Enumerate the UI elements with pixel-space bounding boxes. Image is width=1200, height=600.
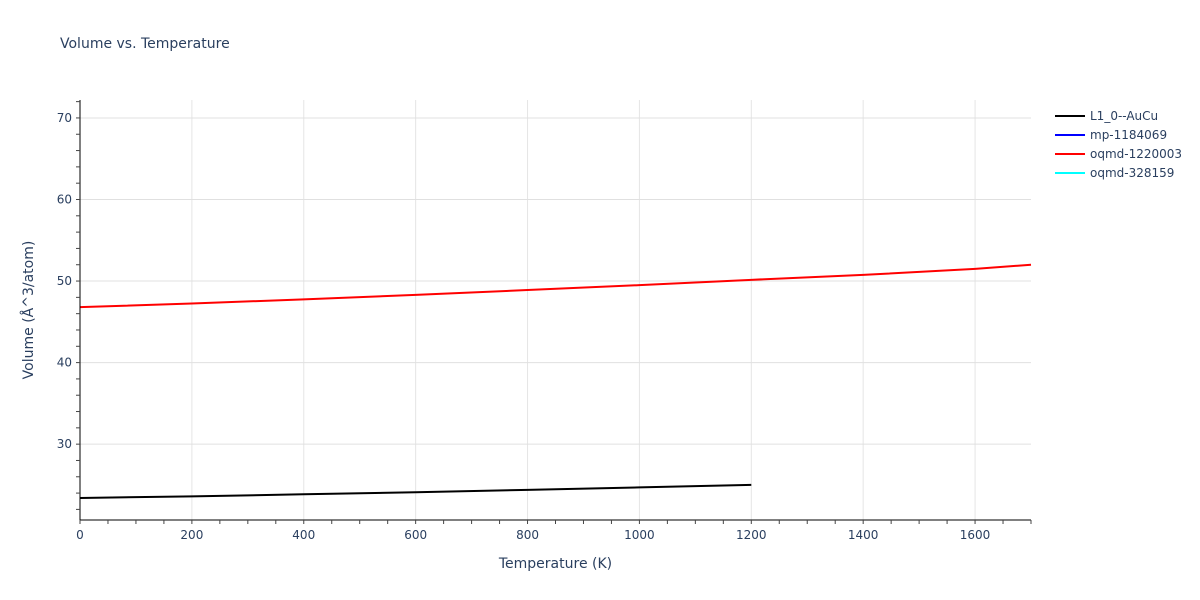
chart-title: Volume vs. Temperature <box>60 36 230 52</box>
y-tick-label: 70 <box>57 111 72 125</box>
x-tick-label: 400 <box>292 528 315 542</box>
legend: L1_0--AuCu mp-1184069 oqmd-1220003 oqmd-328… <box>1055 106 1182 182</box>
y-tick-label: 50 <box>57 274 72 288</box>
x-tick-label: 600 <box>404 528 427 542</box>
legend-item[interactable]: L1_0--AuCu <box>1055 106 1182 125</box>
series-line[interactable] <box>79 483 752 499</box>
legend-item[interactable]: oqmd-1220003 <box>1055 144 1182 163</box>
y-axis-title: Volume (Å^3/atom) <box>20 241 37 380</box>
x-tick-label: 800 <box>516 528 539 542</box>
legend-swatch <box>1055 152 1085 155</box>
x-tick-label: 1000 <box>624 528 655 542</box>
legend-swatch <box>1055 171 1085 174</box>
legend-item[interactable]: mp-1184069 <box>1055 125 1182 144</box>
legend-swatch <box>1055 114 1085 117</box>
y-tick-label: 30 <box>57 437 72 451</box>
series-line[interactable] <box>79 263 1032 309</box>
x-tick-label: 1600 <box>960 528 991 542</box>
x-tick-label: 200 <box>180 528 203 542</box>
legend-label: mp-1184069 <box>1090 127 1168 142</box>
x-tick-label: 1400 <box>848 528 879 542</box>
x-tick-label: 1200 <box>736 528 767 542</box>
x-axis-title: Temperature (K) <box>498 556 612 572</box>
y-tick-label: 60 <box>57 192 72 206</box>
legend-item[interactable]: oqmd-328159 <box>1055 163 1182 182</box>
legend-label: L1_0--AuCu <box>1090 108 1159 123</box>
x-tick-label: 0 <box>76 528 84 542</box>
legend-swatch <box>1055 133 1085 136</box>
legend-label: oqmd-1220003 <box>1090 146 1183 161</box>
legend-label: oqmd-328159 <box>1090 165 1175 180</box>
y-tick-label: 40 <box>57 356 72 370</box>
